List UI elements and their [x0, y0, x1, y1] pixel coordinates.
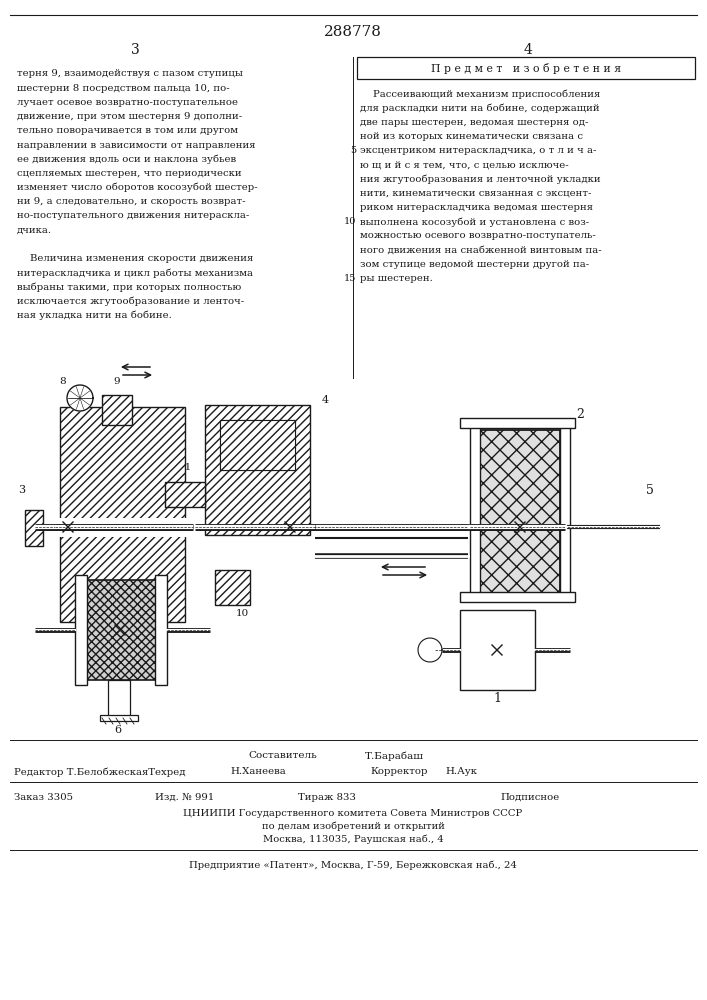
Text: эксцентриком нитераскладчика, о т л и ч а-: эксцентриком нитераскладчика, о т л и ч …: [360, 146, 597, 155]
Text: Тираж 833: Тираж 833: [298, 792, 356, 802]
Text: ни 9, а следовательно, и скорость возврат-: ни 9, а следовательно, и скорость возвра…: [17, 197, 245, 206]
Bar: [60, 407, 185, 527]
Bar: [357, 57, 695, 79]
Text: Предприятие «Патент», Москва, Г-59, Бережковская наб., 24: Предприятие «Патент», Москва, Г-59, Бере…: [189, 860, 517, 870]
Text: риком нитераскладчика ведомая шестерня: риком нитераскладчика ведомая шестерня: [360, 203, 593, 212]
Text: 9: 9: [114, 377, 120, 386]
Text: П р е д м е т   и з о б р е т е н и я: П р е д м е т и з о б р е т е н и я: [431, 62, 621, 74]
Text: 3: 3: [18, 485, 25, 495]
Text: 288778: 288778: [324, 25, 382, 39]
Bar: [100, 715, 138, 721]
Bar: [108, 680, 130, 720]
Text: 10: 10: [344, 217, 356, 226]
Text: тельно поворачивается в том или другом: тельно поворачивается в том или другом: [17, 126, 238, 135]
Text: лучает осевое возвратно-поступательное: лучает осевое возвратно-поступательное: [17, 98, 238, 107]
Text: ЦНИИПИ Государственного комитета Совета Министров СССР: ЦНИИПИ Государственного комитета Совета …: [183, 808, 522, 818]
Text: Изд. № 991: Изд. № 991: [155, 792, 214, 802]
Bar: [55, 518, 193, 537]
Bar: [25, 510, 43, 546]
Text: ры шестерен.: ры шестерен.: [360, 274, 433, 283]
Text: 5: 5: [646, 484, 654, 496]
Bar: [215, 570, 250, 605]
Text: ной из которых кинематически связана с: ной из которых кинематически связана с: [360, 132, 583, 141]
Bar: [470, 425, 480, 600]
Text: ного движения на снабженной винтовым па-: ного движения на снабженной винтовым па-: [360, 246, 602, 255]
Bar: [480, 430, 560, 595]
Text: нитераскладчика и цикл работы механизма: нитераскладчика и цикл работы механизма: [17, 268, 253, 278]
Text: Заказ 3305: Заказ 3305: [14, 792, 73, 802]
Text: дчика.: дчика.: [17, 226, 52, 235]
Polygon shape: [67, 385, 93, 411]
Text: 4: 4: [322, 395, 329, 405]
Text: ю щ и й с я тем, что, с целью исключе-: ю щ и й с я тем, что, с целью исключе-: [360, 160, 568, 169]
Text: 6: 6: [115, 725, 122, 735]
Text: можностью осевого возвратно-поступатель-: можностью осевого возвратно-поступатель-: [360, 232, 596, 240]
Text: изменяет число оборотов косозубой шестер-: изменяет число оборотов косозубой шестер…: [17, 183, 257, 192]
Text: шестерни 8 посредством пальца 10, по-: шестерни 8 посредством пальца 10, по-: [17, 84, 230, 93]
Text: 3: 3: [131, 43, 139, 57]
Text: Н.Аук: Н.Аук: [445, 768, 477, 776]
Bar: [205, 405, 310, 535]
Text: две пары шестерен, ведомая шестерня од-: две пары шестерен, ведомая шестерня од-: [360, 118, 588, 127]
Bar: [460, 592, 575, 602]
Text: 8: 8: [59, 377, 66, 386]
Text: зом ступице ведомой шестерни другой па-: зом ступице ведомой шестерни другой па-: [360, 260, 589, 269]
Bar: [220, 420, 295, 470]
Text: Н.Ханеева: Н.Ханеева: [230, 768, 286, 776]
Text: Корректор: Корректор: [370, 768, 428, 776]
Bar: [10, 380, 697, 735]
Polygon shape: [418, 638, 442, 662]
Text: 10: 10: [235, 609, 249, 618]
Bar: [220, 420, 295, 470]
Text: 2: 2: [576, 408, 584, 422]
Text: сцепляемых шестерен, что периодически: сцепляемых шестерен, что периодически: [17, 169, 242, 178]
Text: Москва, 113035, Раушская наб., 4: Москва, 113035, Раушская наб., 4: [262, 834, 443, 844]
Bar: [82, 580, 162, 680]
Text: 15: 15: [344, 274, 356, 283]
Bar: [460, 610, 535, 690]
Text: нити, кинематически связанная с эксцент-: нити, кинематически связанная с эксцент-: [360, 189, 591, 198]
Text: ная укладка нити на бобине.: ная укладка нити на бобине.: [17, 311, 172, 320]
Text: 5: 5: [350, 146, 356, 155]
Text: исключается жгутообразование и ленточ-: исключается жгутообразование и ленточ-: [17, 296, 244, 306]
Bar: [60, 527, 185, 622]
Text: направлении в зависимости от направления: направлении в зависимости от направления: [17, 140, 255, 149]
Text: Величина изменения скорости движения: Величина изменения скорости движения: [17, 254, 253, 263]
Text: Составитель: Составитель: [248, 752, 317, 760]
Text: 4: 4: [524, 43, 532, 57]
Text: терня 9, взаимодействуя с пазом ступицы: терня 9, взаимодействуя с пазом ступицы: [17, 70, 243, 79]
Text: Т.Барабаш: Т.Барабаш: [365, 751, 424, 761]
Bar: [560, 425, 570, 600]
Text: но-поступательного движения нитераскла-: но-поступательного движения нитераскла-: [17, 212, 250, 221]
Text: 1: 1: [493, 692, 501, 704]
Text: выполнена косозубой и установлена с воз-: выполнена косозубой и установлена с воз-: [360, 217, 589, 227]
Text: Рассеивающий механизм приспособления: Рассеивающий механизм приспособления: [360, 89, 600, 99]
Text: Подписное: Подписное: [500, 792, 559, 802]
Bar: [460, 418, 575, 428]
Text: ния жгутообразования и ленточной укладки: ния жгутообразования и ленточной укладки: [360, 174, 601, 184]
Bar: [165, 482, 205, 507]
Text: по делам изобретений и открытий: по делам изобретений и открытий: [262, 821, 445, 831]
Text: Редактор Т.БелобжескаяТехред: Редактор Т.БелобжескаяТехред: [14, 767, 185, 777]
Text: 7: 7: [119, 690, 126, 700]
Text: выбраны такими, при которых полностью: выбраны такими, при которых полностью: [17, 282, 241, 292]
Bar: [102, 395, 132, 425]
Text: движение, при этом шестерня 9 дополни-: движение, при этом шестерня 9 дополни-: [17, 112, 242, 121]
Text: 11: 11: [178, 464, 192, 473]
Text: ее движения вдоль оси и наклона зубьев: ее движения вдоль оси и наклона зубьев: [17, 154, 236, 164]
Bar: [155, 575, 167, 685]
Text: для раскладки нити на бобине, содержащий: для раскладки нити на бобине, содержащий: [360, 103, 600, 113]
Bar: [75, 575, 87, 685]
